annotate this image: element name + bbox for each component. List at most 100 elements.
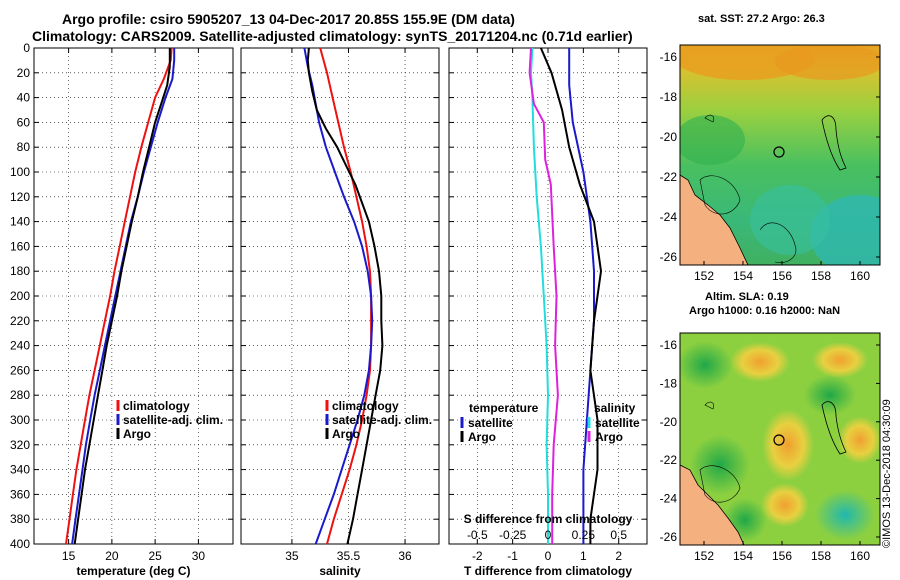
y-tick-label: 200: [10, 289, 30, 303]
x-tick-label: 2: [615, 549, 622, 563]
map-y-tick-label: -22: [660, 170, 678, 184]
reef-contour: [821, 401, 847, 455]
series-line-argo: [73, 48, 171, 545]
y-tick-label: 60: [17, 115, 31, 129]
series-line-satellite-adj-clim-: [71, 48, 176, 545]
chart-title-line1: Argo profile: csiro 5905207_13 04-Dec-20…: [62, 11, 515, 27]
map-y-tick-label: -18: [660, 376, 678, 390]
series-line-t-argo: [539, 47, 602, 544]
sst-patch: [680, 115, 745, 165]
x-axis-label-secondary: S difference from climatology: [464, 512, 633, 526]
sst-map-frame: [679, 44, 881, 266]
series-line-climatology: [65, 47, 173, 545]
series-line-t-satellite: [568, 48, 595, 544]
map-x-tick-label: 156: [772, 549, 792, 563]
x-tick-label-secondary: -0.5: [467, 528, 488, 542]
y-tick-label: 20: [17, 66, 31, 80]
x-tick-label: 35: [285, 549, 299, 563]
y-tick-label: 80: [17, 140, 31, 154]
sst-map: [679, 44, 881, 266]
x-tick-label: 15: [62, 549, 76, 563]
legend-label: Argo: [332, 427, 360, 441]
depth-contour: [759, 222, 797, 263]
map-ticks: 152 154 156 158 160 -16 -18 -20 -22 -24 -26 152 154 1…: [660, 50, 880, 563]
map-y-tick-label: -24: [660, 210, 678, 224]
y-tick-label: 240: [10, 339, 30, 353]
coastline-land: [680, 174, 749, 265]
y-tick-label: 400: [10, 537, 30, 551]
y-tick-label: 220: [10, 314, 30, 328]
depth-contour: [704, 401, 715, 410]
y-tick-label: 320: [10, 438, 30, 452]
sla-map-title-line2: Argo h1000: 0.16 h2000: NaN: [689, 305, 841, 317]
sla-map-frame: [679, 332, 881, 546]
sla-high-patch: [812, 342, 868, 378]
map-x-tick-label: 152: [694, 549, 714, 563]
map-x-tick-label: 156: [772, 269, 792, 283]
x-axis-label: salinity: [319, 564, 361, 578]
x-tick-label: -2: [472, 549, 483, 563]
legend-label: climatology: [123, 399, 190, 413]
x-tick-label: 0: [545, 549, 552, 563]
x-tick-label: -1: [507, 549, 518, 563]
legend-header-salinity: salinity: [594, 401, 636, 415]
x-tick-label: 36: [398, 549, 412, 563]
x-tick-label: 20: [105, 549, 119, 563]
y-tick-label: 360: [10, 487, 30, 501]
y-tick-label: 120: [10, 190, 30, 204]
y-tick-label: 180: [10, 264, 30, 278]
legend-label: climatology: [332, 399, 399, 413]
map-x-tick-label: 160: [850, 269, 870, 283]
x-tick-label-secondary: 0: [545, 528, 552, 542]
x-tick-label: 1: [580, 549, 587, 563]
y-tick-label: 140: [10, 215, 30, 229]
map-x-tick-label: 158: [811, 549, 831, 563]
map-x-tick-label: 160: [850, 549, 870, 563]
y-tick-label: 0: [23, 41, 30, 55]
series-line-satellite-adj-clim-: [303, 47, 374, 545]
reef-contour: [821, 115, 847, 171]
argo-position-marker: [773, 146, 785, 158]
legend-label: satellite: [468, 416, 513, 430]
sla-low-patch: [804, 375, 856, 415]
sst-warm-patch: [775, 45, 880, 80]
sla-high-patch: [838, 416, 880, 464]
series-line-argo: [306, 47, 384, 545]
sla-map: [679, 332, 881, 546]
map-y-tick-label: -26: [660, 530, 678, 544]
x-tick-label: 25: [148, 549, 162, 563]
legend-header-temperature: temperature: [469, 401, 539, 415]
coastline-land: [680, 464, 745, 545]
map-y-tick-label: -24: [660, 492, 678, 506]
temperature-panel: 15 20 25 3002040608010012014016018020022024…: [10, 41, 234, 578]
legend-label: Argo: [123, 427, 151, 441]
map-x-tick-label: 154: [733, 269, 753, 283]
sla-high-patch: [761, 483, 809, 527]
y-tick-label: 380: [10, 512, 30, 526]
map-y-tick-label: -20: [660, 130, 678, 144]
chart-title-line2: Climatology: CARS2009. Satellite-adjuste…: [32, 28, 633, 44]
sst-map-title: sat. SST: 27.2 Argo: 26.3: [698, 13, 825, 25]
map-y-tick-label: -22: [660, 453, 678, 467]
series-line-s-argo: [528, 47, 559, 544]
salinity-panel: 35 35.5 36 salinity climatologysatellite-adj…: [240, 47, 440, 578]
depth-contour: [704, 114, 715, 123]
legend-label: satellite-adj. clim.: [332, 413, 432, 427]
x-tick-label: 35.5: [337, 549, 361, 563]
legend-label: Argo: [595, 430, 623, 444]
x-axis-label: temperature (deg C): [76, 564, 190, 578]
map-y-tick-label: -16: [660, 338, 678, 352]
x-tick-label-secondary: 0.5: [610, 528, 627, 542]
map-x-tick-label: 152: [694, 269, 714, 283]
y-tick-label: 300: [10, 413, 30, 427]
sla-high-patch: [762, 409, 814, 481]
legend-label: satellite-adj. clim.: [123, 413, 223, 427]
map-y-tick-label: -18: [660, 90, 678, 104]
x-tick-label: 30: [192, 549, 206, 563]
x-tick-label-secondary: -0.25: [499, 528, 527, 542]
legend-label: satellite: [595, 416, 640, 430]
plot-frame: [33, 47, 234, 545]
difference-panel: -2 -1 0 1 2T difference from climatology temp…: [448, 47, 648, 578]
argo-position-marker: [773, 434, 785, 446]
